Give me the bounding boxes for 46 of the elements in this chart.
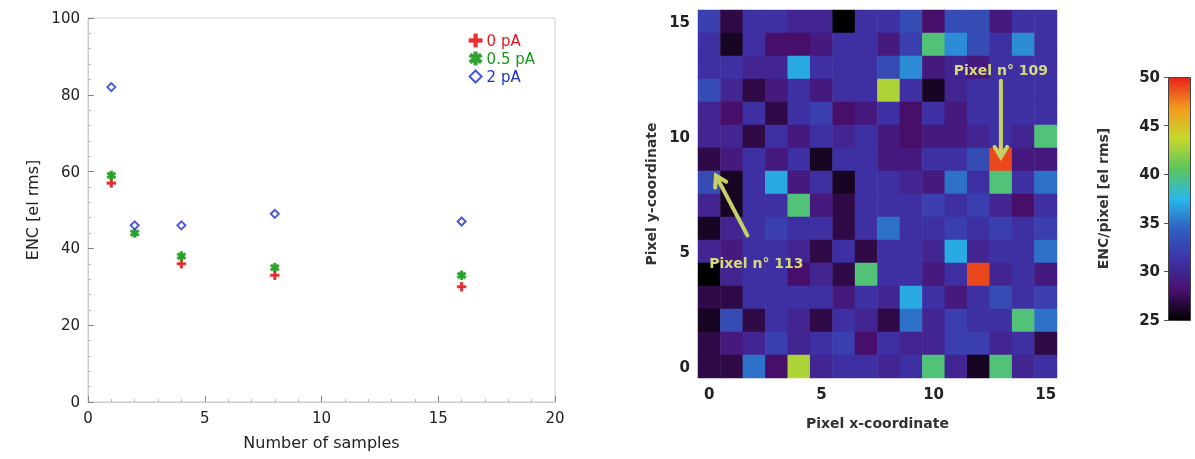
point (270, 262, 280, 273)
legend-label: 2 pA (486, 67, 522, 86)
y-tick-label: 40 (60, 239, 80, 258)
color-bar-label: 30 (1139, 262, 1160, 281)
point (456, 270, 467, 281)
point (106, 82, 117, 93)
y-tick-label: 80 (60, 85, 80, 104)
x-tick-label: 5 (816, 384, 827, 403)
y-tick-label: 0 (679, 357, 690, 376)
y-tick-label: 10 (669, 127, 690, 146)
point (456, 282, 467, 292)
point (129, 220, 140, 231)
x-tick-label: 0 (83, 408, 93, 427)
point (129, 228, 140, 238)
y-axis-title: Pixel y-coordinate (643, 122, 660, 266)
y-tick-label: 5 (679, 242, 690, 261)
x-tick-label: 20 (545, 408, 565, 427)
point (456, 216, 467, 227)
point (106, 170, 117, 181)
x-tick-label: 10 (923, 384, 945, 403)
point (269, 208, 280, 219)
x-tick-label: 10 (311, 408, 332, 427)
y-tick-label: 60 (60, 162, 80, 181)
point (176, 251, 187, 261)
color-bar-label: 50 (1139, 68, 1160, 86)
x-axis-title: Number of samples (243, 432, 400, 452)
x-axis-title: Pixel x-coordinate (806, 415, 949, 431)
color-bar-label: 25 (1139, 311, 1160, 329)
point (176, 220, 187, 231)
color-bar-label: 35 (1139, 213, 1160, 232)
color-bar-label: 45 (1139, 116, 1160, 135)
y-axis-title: ENC [el rms] (22, 159, 42, 261)
y-tick-label: 100 (51, 9, 80, 27)
x-tick-label: 0 (704, 384, 715, 403)
x-tick-label: 15 (428, 408, 448, 427)
color-bar-title: ENC/pixel [el rms] (1095, 127, 1111, 270)
legend-label: 0.5 pA (486, 49, 536, 68)
point (270, 270, 280, 281)
x-tick-label: 5 (199, 408, 210, 427)
annotation: Pixel n° 113 (709, 254, 804, 271)
annotation: Pixel n° 109 (953, 61, 1049, 78)
x-tick-label: 15 (1035, 384, 1057, 403)
y-tick-label: 20 (60, 316, 80, 335)
y-tick-label: 15 (669, 12, 690, 31)
color-bar-label: 40 (1139, 165, 1160, 184)
legend-label: 0 pA (486, 31, 522, 50)
